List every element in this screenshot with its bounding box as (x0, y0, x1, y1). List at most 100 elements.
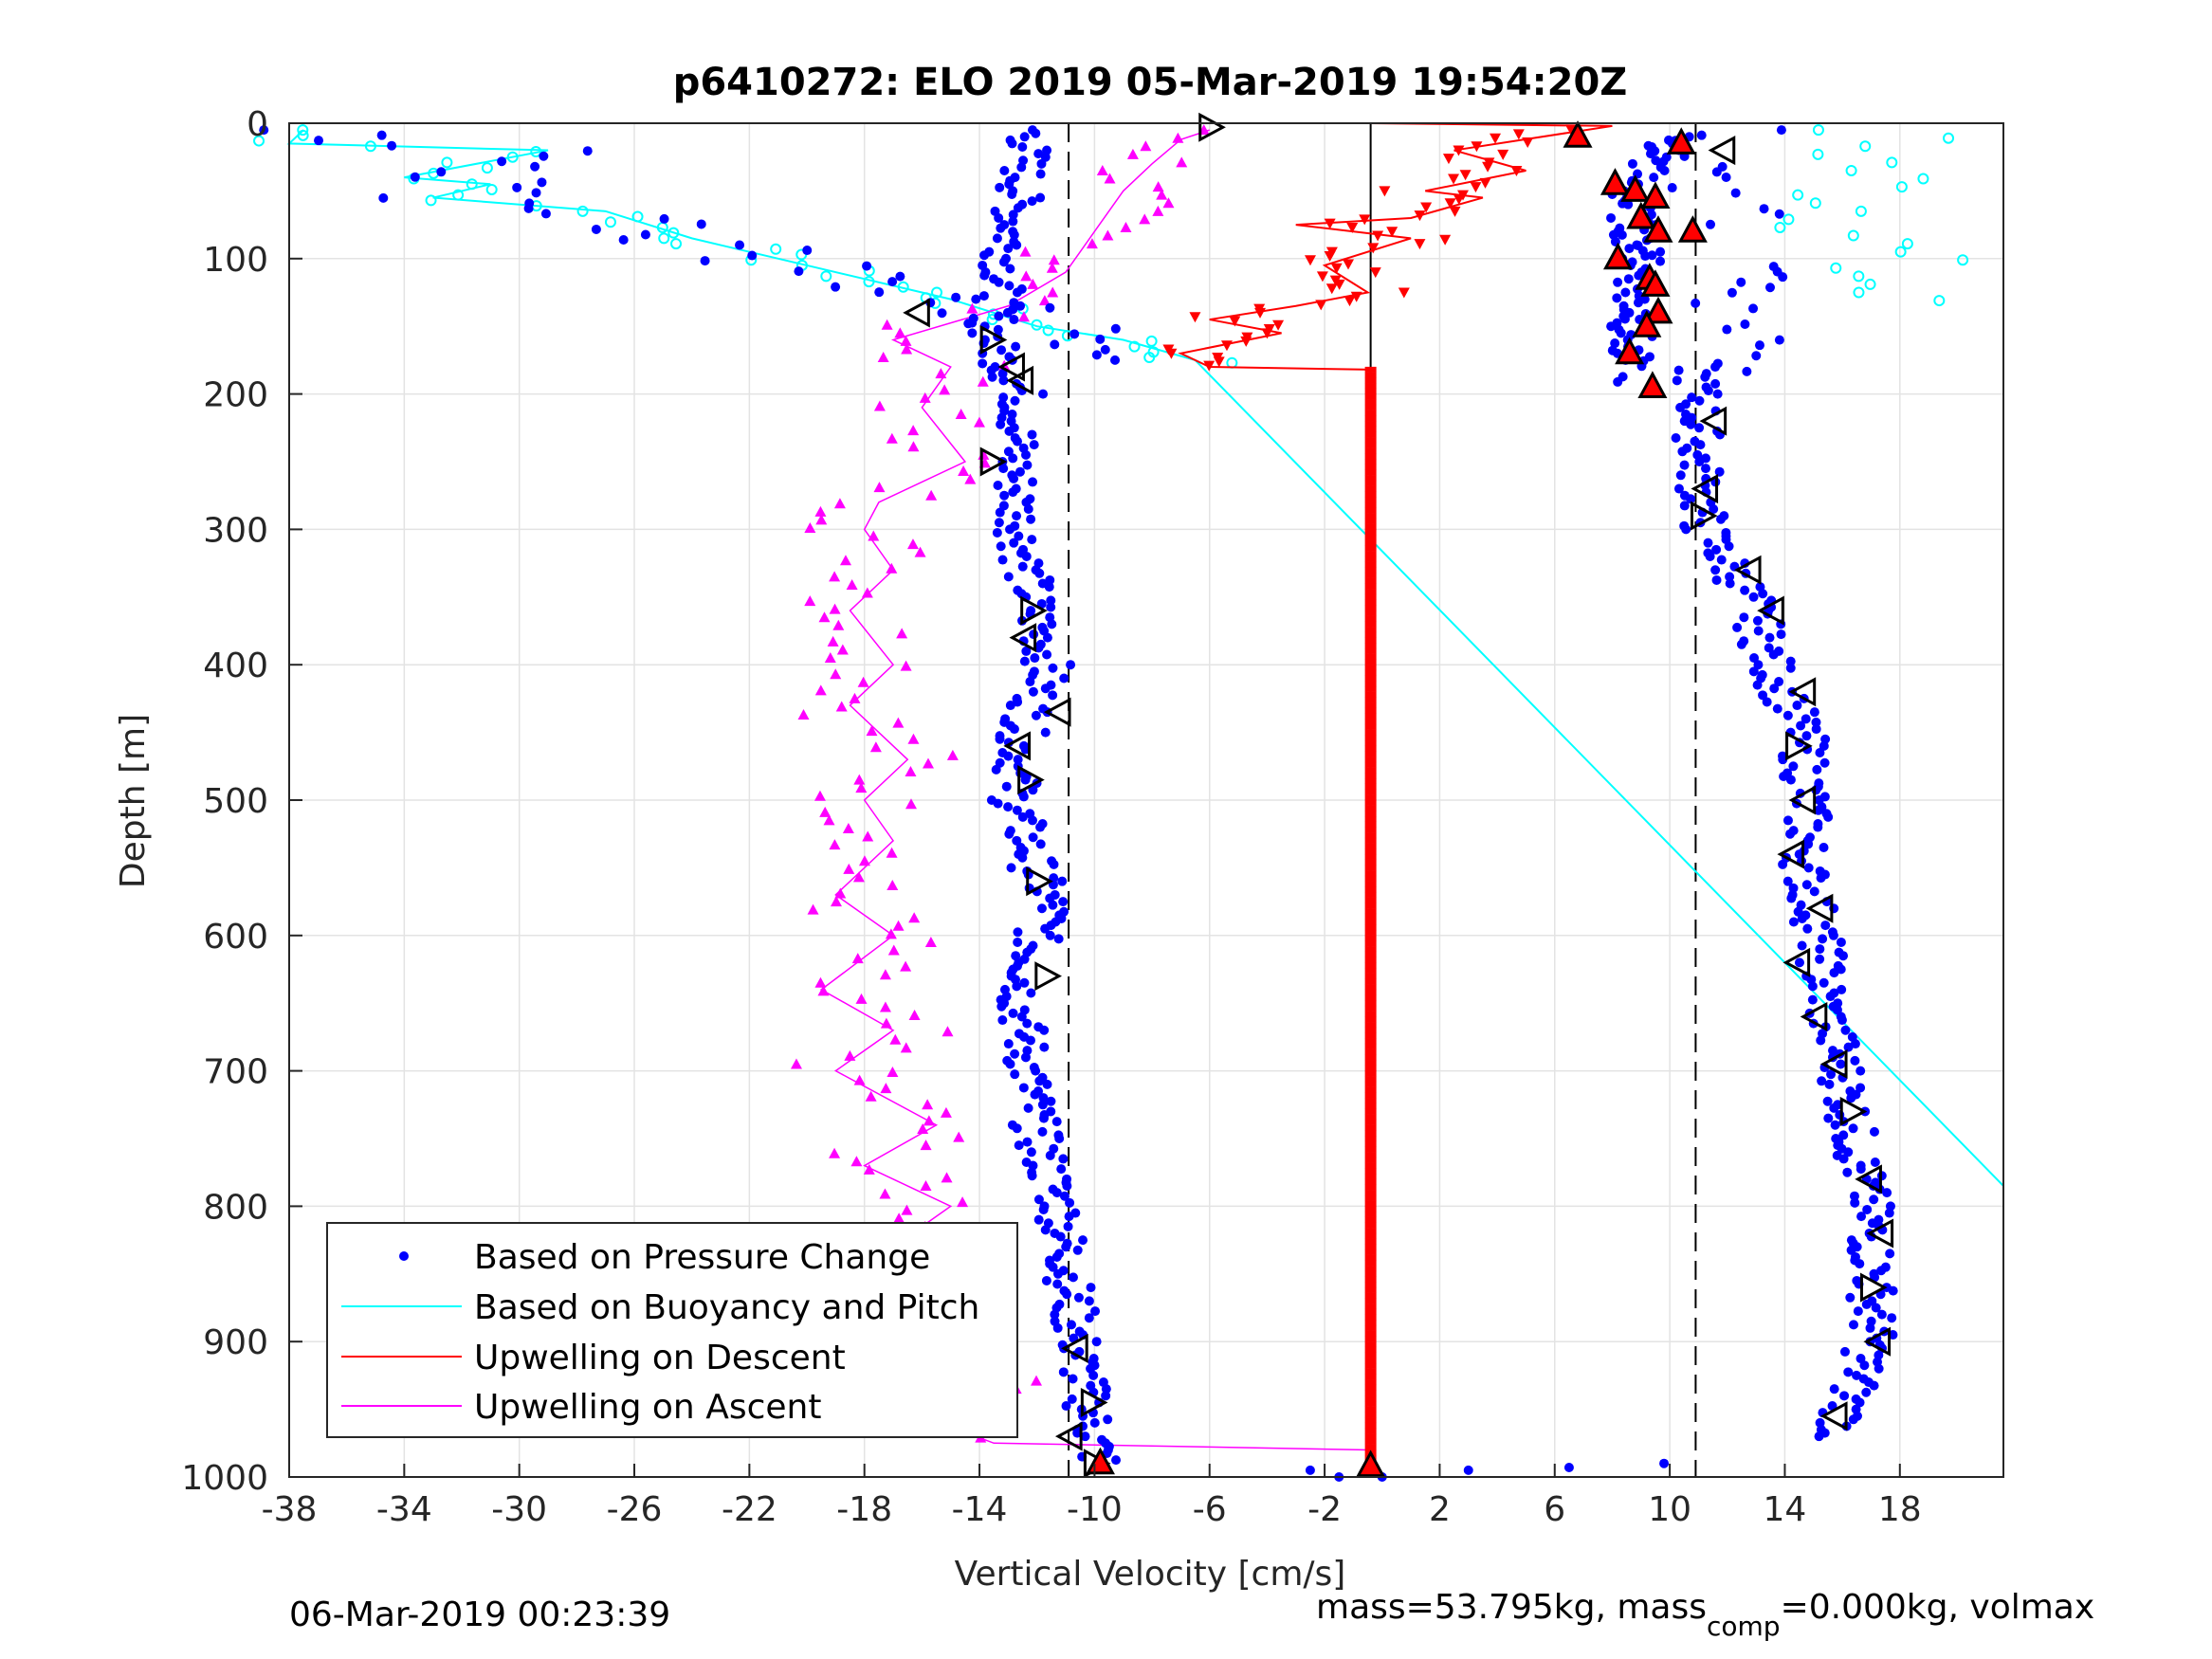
pressure-change-point (1829, 1384, 1839, 1395)
pressure-change-point (1848, 1414, 1858, 1425)
pressure-change-point (259, 125, 269, 136)
legend-label-ascent: Upwelling on Ascent (474, 1388, 821, 1427)
pressure-change-point (1045, 574, 1055, 585)
ascent-upwelling-marker (880, 1017, 892, 1029)
pressure-change-point (1788, 917, 1799, 927)
x-tick-label: -30 (491, 1490, 547, 1529)
pressure-change-point (1305, 1465, 1315, 1475)
pressure-change-point (1640, 251, 1651, 262)
pressure-change-point (1655, 246, 1666, 257)
descent-upwelling-marker (1364, 821, 1377, 828)
pressure-change-point (1813, 805, 1823, 815)
descent-upwelling-marker (1364, 1406, 1377, 1413)
ascent-upwelling-marker (814, 684, 827, 696)
buoyancy-point (931, 286, 943, 299)
pressure-change-point (1788, 761, 1799, 772)
descent-upwelling-marker (1453, 145, 1465, 156)
pressure-change-point (387, 140, 397, 151)
pressure-change-point (1013, 937, 1023, 947)
pressure-change-point (1028, 477, 1038, 487)
descent-upwelling-marker (1364, 647, 1377, 654)
pressure-change-point (1613, 277, 1623, 287)
pressure-change-point (1008, 487, 1018, 498)
buoyancy-point (658, 232, 670, 245)
pressure-change-point (1852, 1370, 1862, 1380)
descent-upwelling-marker (1364, 1320, 1377, 1326)
ascent-upwelling-marker (814, 790, 826, 801)
buoyancy-point (670, 238, 683, 250)
pressure-change-point (1797, 940, 1807, 951)
pressure-change-point (1037, 1126, 1048, 1137)
pressure-change-point (1870, 1157, 1880, 1167)
ascent-upwelling-marker (964, 473, 977, 484)
ascent-upwelling-marker (839, 555, 851, 566)
pressure-change-point (1038, 1093, 1049, 1103)
red-triangle-marker (1620, 174, 1651, 202)
pressure-change-point (998, 257, 1009, 267)
red-triangle-marker (1643, 215, 1673, 243)
ascent-upwelling-marker (901, 343, 913, 355)
descent-upwelling-marker (1364, 1027, 1377, 1033)
pressure-change-point (1840, 1025, 1851, 1035)
pressure-change-point (523, 203, 534, 213)
pressure-change-point (618, 235, 629, 246)
pressure-change-point (1651, 155, 1661, 166)
red-triangle-marker (1615, 337, 1645, 365)
grid (288, 122, 2003, 1478)
descent-upwelling-marker (1364, 1412, 1377, 1418)
descent-upwelling-marker (1364, 1292, 1377, 1299)
pressure-change-point (1022, 1018, 1033, 1029)
pressure-change-point (1012, 436, 1022, 447)
open-triangle-marker (997, 352, 1025, 382)
pressure-change-point (987, 372, 997, 382)
descent-upwelling-marker (1364, 1358, 1377, 1364)
pressure-change-point (1033, 149, 1044, 159)
ascent-upwelling-marker (900, 335, 912, 346)
pressure-change-point (1046, 595, 1056, 606)
descent-upwelling-marker (1364, 1298, 1377, 1304)
pressure-change-point (1041, 1275, 1051, 1285)
descent-upwelling-marker (1315, 300, 1327, 311)
pressure-change-point (1823, 811, 1834, 822)
pressure-change-point (1776, 629, 1786, 640)
pressure-change-point (1012, 287, 1022, 298)
buoyancy-point (1830, 262, 1842, 274)
pressure-change-point (1017, 852, 1028, 863)
pressure-change-point (1035, 192, 1046, 203)
pressure-change-point (1694, 423, 1705, 433)
pressure-change-point (1758, 589, 1768, 599)
buoyancy-point (452, 189, 465, 201)
pressure-change-point (1837, 1015, 1847, 1026)
descent-upwelling-marker (1261, 328, 1273, 339)
pressure-change-point (1035, 839, 1046, 849)
ascent-upwelling-marker (900, 1042, 912, 1053)
buoyancy-point (1774, 221, 1786, 233)
ascent-upwelling-marker (958, 465, 970, 476)
pressure-change-point (1826, 1069, 1837, 1080)
pressure-change-point (1095, 334, 1106, 344)
ascent-upwelling-marker (925, 489, 938, 501)
descent-upwelling-marker (1364, 789, 1377, 795)
ascent-upwelling-marker (1019, 246, 1032, 257)
pressure-change-point (1068, 1374, 1078, 1384)
pressure-change-point (1045, 930, 1055, 940)
pressure-change-point (1694, 457, 1705, 466)
descent-upwelling-marker (1364, 501, 1377, 508)
pressure-change-point (1051, 1251, 1062, 1262)
descent-upwelling-marker (1364, 962, 1377, 969)
pressure-change-point (1025, 677, 1035, 687)
ascent-upwelling-marker (829, 1147, 841, 1158)
descent-upwelling-marker (1364, 886, 1377, 893)
descent-upwelling-marker (1420, 202, 1433, 213)
buoyancy-point (506, 151, 519, 163)
pressure-change-point (1025, 1035, 1035, 1046)
descent-upwelling-marker (1364, 978, 1377, 985)
ascent-upwelling-marker (797, 709, 810, 720)
ascent-upwelling-marker (966, 302, 978, 314)
open-triangle-marker (979, 324, 1008, 355)
descent-upwelling-marker (1490, 133, 1502, 144)
descent-upwelling-marker (1364, 1092, 1377, 1099)
descent-upwelling-marker (1364, 469, 1377, 476)
pressure-change-point (1084, 1313, 1094, 1323)
pressure-change-point (1778, 755, 1788, 765)
